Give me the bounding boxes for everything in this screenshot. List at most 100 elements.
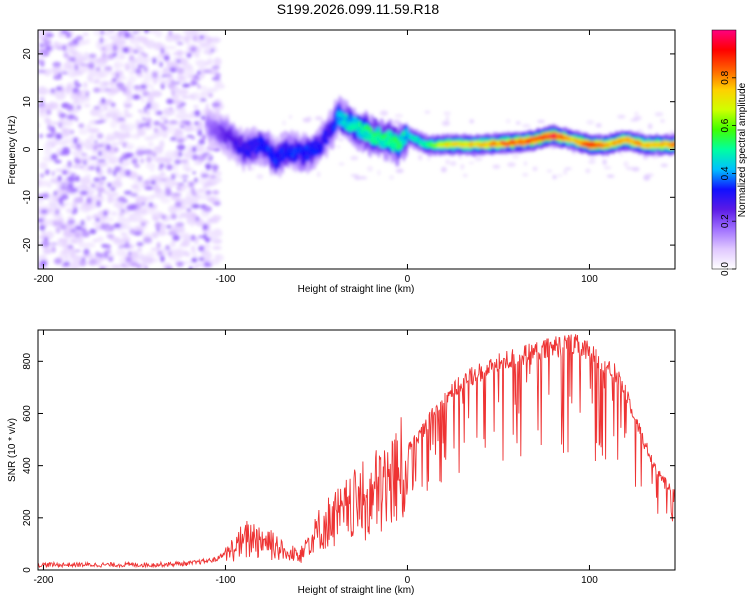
noise-speckle bbox=[153, 127, 158, 134]
noise-speckle bbox=[63, 128, 72, 136]
noise-speckle bbox=[195, 216, 199, 222]
noise-speckle bbox=[74, 96, 80, 102]
noise-speckle bbox=[45, 45, 52, 52]
noise-speckle bbox=[43, 248, 52, 255]
noise-speckle bbox=[198, 138, 205, 142]
noise-speckle bbox=[62, 202, 71, 206]
noise-speckle bbox=[256, 174, 264, 180]
noise-speckle bbox=[141, 98, 146, 104]
noise-speckle bbox=[194, 91, 200, 99]
noise-speckle bbox=[107, 182, 112, 188]
noise-speckle bbox=[192, 146, 197, 153]
noise-speckle bbox=[198, 245, 205, 252]
noise-speckle bbox=[83, 248, 90, 256]
noise-speckle bbox=[107, 158, 116, 163]
noise-speckle bbox=[150, 247, 160, 252]
noise-speckle bbox=[106, 193, 115, 198]
noise-speckle bbox=[183, 125, 194, 133]
noise-speckle bbox=[88, 53, 97, 59]
noise-speckle bbox=[129, 228, 135, 235]
noise-speckle bbox=[92, 204, 98, 210]
noise-speckle bbox=[47, 182, 53, 189]
noise-speckle bbox=[116, 248, 127, 257]
noise-speckle bbox=[205, 236, 210, 244]
noise-speckle bbox=[120, 231, 126, 237]
noise-speckle bbox=[170, 79, 175, 85]
noise-speckle bbox=[137, 175, 143, 182]
x-tick-label: -100 bbox=[215, 575, 235, 586]
noise-speckle bbox=[192, 171, 196, 175]
noise-speckle bbox=[59, 152, 66, 156]
noise-speckle bbox=[46, 109, 52, 116]
noise-speckle bbox=[91, 183, 96, 188]
noise-speckle bbox=[197, 84, 201, 89]
noise-speckle bbox=[131, 158, 138, 165]
ridge-mark bbox=[248, 139, 254, 146]
noise-speckle bbox=[46, 39, 52, 46]
noise-speckle bbox=[546, 169, 553, 173]
noise-speckle bbox=[39, 43, 44, 48]
spectrogram-y-label: Frequency (Hz) bbox=[7, 116, 18, 185]
noise-speckle bbox=[172, 234, 181, 241]
noise-speckle bbox=[149, 84, 155, 91]
noise-speckle bbox=[52, 61, 62, 68]
noise-speckle bbox=[57, 175, 62, 182]
noise-speckle bbox=[130, 34, 134, 39]
noise-speckle bbox=[44, 32, 54, 38]
ridge-mark bbox=[293, 153, 299, 160]
noise-speckle bbox=[379, 110, 389, 116]
noise-speckle bbox=[192, 35, 197, 42]
noise-speckle bbox=[146, 251, 156, 258]
noise-speckle bbox=[140, 158, 144, 164]
noise-speckle bbox=[102, 107, 109, 111]
noise-speckle bbox=[72, 101, 79, 105]
noise-speckle bbox=[66, 207, 72, 214]
ridge-mark bbox=[301, 151, 306, 159]
noise-speckle bbox=[51, 121, 60, 125]
noise-speckle bbox=[133, 187, 142, 192]
noise-speckle bbox=[106, 233, 115, 239]
noise-speckle bbox=[93, 144, 97, 151]
noise-speckle bbox=[79, 190, 89, 196]
noise-speckle bbox=[175, 222, 185, 227]
noise-speckle bbox=[135, 149, 145, 157]
noise-speckle bbox=[114, 130, 119, 136]
noise-speckle bbox=[197, 129, 203, 137]
noise-speckle bbox=[149, 168, 155, 172]
noise-speckle bbox=[602, 159, 607, 165]
noise-speckle bbox=[142, 208, 148, 216]
y-tick-label: -10 bbox=[22, 190, 33, 205]
noise-speckle bbox=[61, 71, 69, 75]
noise-speckle bbox=[38, 218, 44, 223]
noise-speckle bbox=[43, 236, 49, 242]
noise-speckle bbox=[118, 54, 126, 59]
ridge-mark bbox=[315, 140, 321, 148]
noise-speckle bbox=[41, 240, 50, 248]
noise-speckle bbox=[184, 199, 189, 206]
noise-speckle bbox=[165, 189, 172, 197]
noise-speckle bbox=[169, 120, 178, 125]
colorbar-ticks: 0.0 0.2 0.4 0.6 0.8 bbox=[720, 70, 736, 276]
colorbar-tick-label: 0.2 bbox=[720, 214, 731, 228]
noise-speckle bbox=[78, 260, 87, 267]
y-tick-label: 20 bbox=[22, 48, 33, 60]
noise-speckle bbox=[83, 159, 87, 166]
noise-speckle bbox=[94, 78, 100, 85]
ridge-mark bbox=[251, 143, 257, 150]
noise-speckle bbox=[104, 88, 111, 92]
noise-speckle bbox=[50, 88, 55, 94]
noise-speckle bbox=[589, 156, 596, 161]
noise-speckle bbox=[38, 122, 41, 128]
noise-speckle bbox=[135, 68, 142, 74]
noise-speckle bbox=[55, 46, 64, 50]
noise-speckle bbox=[176, 261, 184, 267]
noise-speckle bbox=[166, 46, 177, 50]
noise-speckle bbox=[171, 89, 175, 97]
noise-speckle bbox=[194, 177, 198, 183]
noise-speckle bbox=[156, 132, 166, 137]
noise-speckle bbox=[66, 222, 75, 225]
noise-speckle bbox=[54, 208, 60, 216]
noise-speckle bbox=[39, 133, 43, 138]
ridge-mark bbox=[305, 154, 310, 162]
noise-speckle bbox=[104, 66, 113, 71]
